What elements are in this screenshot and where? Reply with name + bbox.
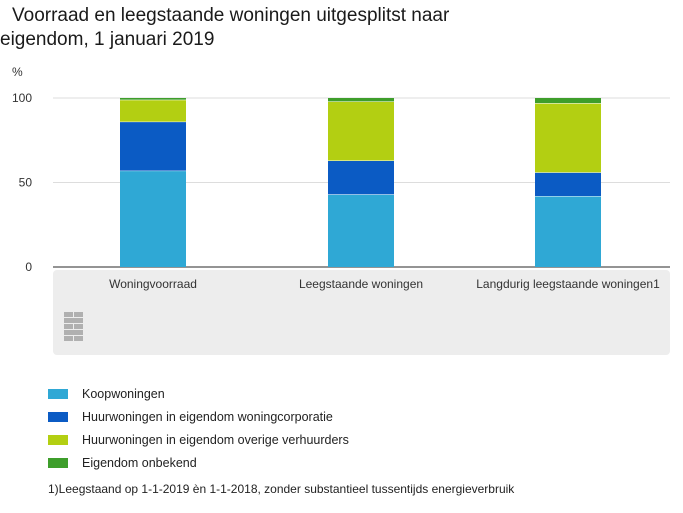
footnote: 1)Leegstaand op 1-1-2019 èn 1-1-2018, zo… [48, 482, 515, 496]
legend-label: Eigendom onbekend [82, 455, 197, 470]
bar-segment [535, 98, 601, 104]
x-tick-label: Woningvoorraad [109, 277, 197, 291]
x-axis-band [53, 270, 670, 355]
bar-segment [328, 98, 394, 102]
x-tick-label: Langdurig leegstaande woningen1 [476, 277, 660, 291]
legend-item: Eigendom onbekend [48, 451, 349, 474]
bar-segment [535, 172, 601, 197]
bar-segment [328, 101, 394, 161]
legend-item: Huurwoningen in eigendom overige verhuur… [48, 428, 349, 451]
y-axis-ticks: 0 50 100 [12, 91, 32, 274]
chart-title-line-1: Voorraad en leegstaande woningen uitgesp… [12, 5, 450, 26]
stacked-bar-chart: 0 50 100 Woningvoorraad Leegstaande woninge… [12, 65, 670, 355]
bar-segment [120, 121, 186, 171]
y-tick-label: 0 [25, 260, 32, 274]
y-tick-label: 100 [12, 91, 32, 105]
legend-swatch [48, 457, 68, 468]
bar-segment [120, 170, 186, 267]
chart-title-line-2: eigendom, 1 januari 2019 [0, 29, 215, 50]
bar-segment [328, 160, 394, 195]
y-axis-unit-label: % [12, 65, 23, 79]
bar-segment [535, 103, 601, 173]
legend-label: Huurwoningen in eigendom overige verhuur… [82, 432, 349, 447]
chart-title: Voorraad en leegstaande woningen uitgesp… [0, 4, 600, 52]
legend: Koopwoningen Huurwoningen in eigendom won… [48, 382, 349, 474]
x-tick-label: Leegstaande woningen [299, 277, 423, 291]
legend-item: Huurwoningen in eigendom woningcorporati… [48, 405, 349, 428]
x-axis-ticks: Woningvoorraad Leegstaande woningen Langdu… [109, 277, 660, 291]
legend-item: Koopwoningen [48, 382, 349, 405]
y-tick-label: 50 [19, 176, 33, 190]
bar-segments [120, 98, 601, 267]
legend-label: Koopwoningen [82, 386, 165, 401]
legend-swatch [48, 434, 68, 445]
legend-swatch [48, 388, 68, 399]
bar-segment [120, 99, 186, 122]
cbs-logo-icon [64, 312, 83, 341]
bar-segment [328, 194, 394, 267]
bar-segment [120, 98, 186, 100]
legend-swatch [48, 411, 68, 422]
legend-label: Huurwoningen in eigendom woningcorporati… [82, 409, 333, 424]
bar-segment [535, 196, 601, 267]
